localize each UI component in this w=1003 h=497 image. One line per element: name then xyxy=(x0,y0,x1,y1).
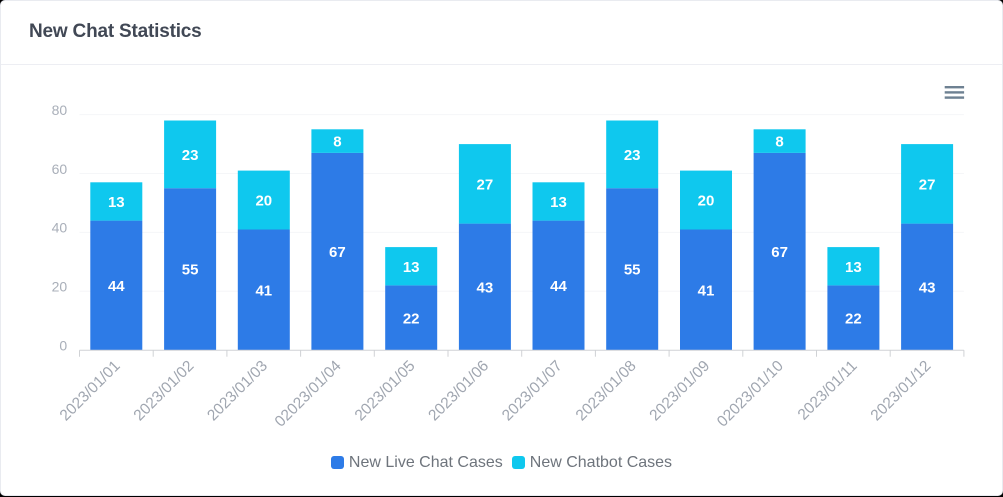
svg-text:2023/01/12: 2023/01/12 xyxy=(868,358,935,425)
svg-text:23: 23 xyxy=(182,147,199,164)
svg-text:13: 13 xyxy=(108,194,125,211)
svg-text:13: 13 xyxy=(845,259,862,276)
svg-text:2023/01/03: 2023/01/03 xyxy=(204,358,271,425)
svg-text:27: 27 xyxy=(477,176,494,193)
svg-text:2023/01/05: 2023/01/05 xyxy=(352,358,419,425)
svg-text:2023/01/09: 2023/01/09 xyxy=(646,358,713,425)
svg-text:20: 20 xyxy=(255,193,272,210)
svg-text:22: 22 xyxy=(845,310,862,327)
svg-text:40: 40 xyxy=(52,220,68,236)
svg-text:13: 13 xyxy=(550,194,567,211)
svg-text:41: 41 xyxy=(698,282,715,299)
svg-text:13: 13 xyxy=(403,259,420,276)
svg-text:0: 0 xyxy=(59,338,67,354)
svg-text:44: 44 xyxy=(550,278,567,295)
svg-text:27: 27 xyxy=(919,176,936,193)
svg-text:02023/01/04: 02023/01/04 xyxy=(272,357,345,430)
svg-text:22: 22 xyxy=(403,310,420,327)
svg-text:20: 20 xyxy=(698,193,715,210)
svg-text:8: 8 xyxy=(775,134,783,151)
svg-text:2023/01/08: 2023/01/08 xyxy=(573,358,640,425)
svg-text:2023/01/01: 2023/01/01 xyxy=(57,358,124,425)
svg-text:23: 23 xyxy=(624,147,641,164)
svg-text:55: 55 xyxy=(182,262,199,279)
svg-text:67: 67 xyxy=(329,244,346,261)
svg-text:2023/01/02: 2023/01/02 xyxy=(131,358,198,425)
svg-text:67: 67 xyxy=(771,244,788,261)
svg-text:20: 20 xyxy=(52,279,68,295)
svg-text:55: 55 xyxy=(624,262,641,279)
svg-text:02023/01/10: 02023/01/10 xyxy=(714,357,787,430)
svg-text:8: 8 xyxy=(333,134,341,151)
svg-text:2023/01/07: 2023/01/07 xyxy=(499,358,566,425)
svg-text:44: 44 xyxy=(108,278,125,295)
svg-text:43: 43 xyxy=(477,279,494,296)
svg-text:2023/01/06: 2023/01/06 xyxy=(425,358,492,425)
svg-text:2023/01/11: 2023/01/11 xyxy=(795,358,861,424)
svg-text:60: 60 xyxy=(52,161,68,177)
svg-text:80: 80 xyxy=(52,102,68,118)
svg-text:43: 43 xyxy=(919,279,936,296)
svg-text:41: 41 xyxy=(255,282,272,299)
